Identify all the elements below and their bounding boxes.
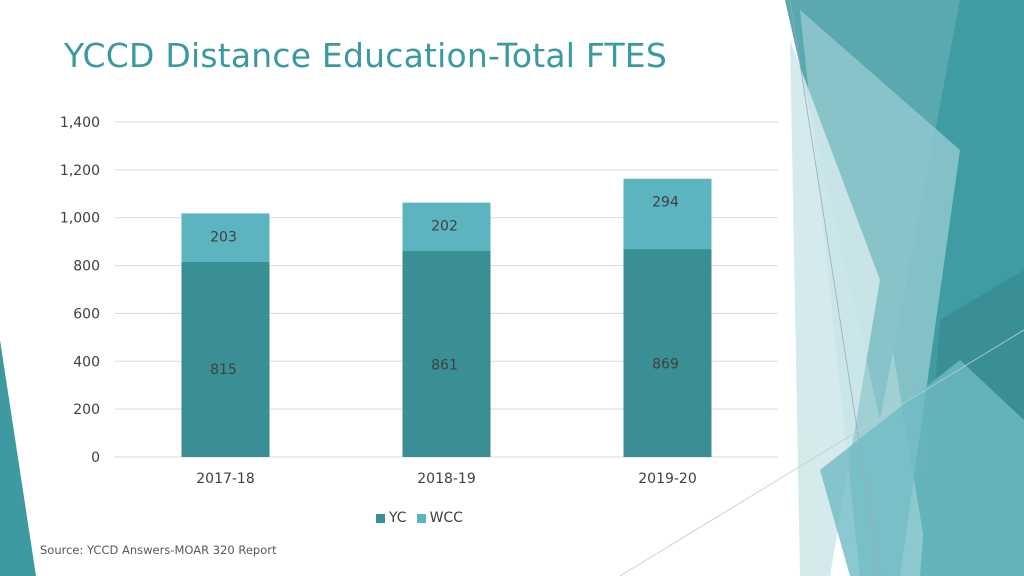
left-edge-stripe	[0, 340, 36, 576]
bar-wcc-2018-19	[402, 202, 491, 251]
bar-yc-2019-20	[623, 249, 712, 457]
bar-wcc-2019-20	[623, 178, 712, 250]
y-tick-label: 800	[73, 259, 100, 275]
right-thin-line	[789, 0, 881, 576]
y-tick-label: 1,200	[60, 163, 100, 179]
bars: 815 203 861 202 869 294	[181, 178, 712, 457]
right-pale-panel	[790, 40, 880, 576]
y-tick-label: 400	[73, 354, 100, 370]
x-axis-labels: 2017-18 2018-19 2019-20	[196, 471, 697, 487]
source-note: Source: YCCD Answers-MOAR 320 Report	[40, 543, 277, 557]
y-tick-label: 600	[73, 306, 100, 322]
right-bottom-accent	[820, 360, 1024, 576]
legend-swatch-yc	[376, 513, 385, 523]
x-tick-label: 2018-19	[417, 471, 476, 487]
bar-yc-2018-19	[402, 250, 491, 457]
bar-yc-2017-18	[181, 261, 270, 457]
legend-label-wcc: WCC	[429, 510, 463, 526]
y-tick-label: 0	[91, 450, 100, 466]
right-thin-line-2	[619, 329, 1024, 576]
data-label-yc: 869	[652, 356, 679, 372]
x-tick-label: 2019-20	[638, 471, 697, 487]
x-tick-label: 2017-18	[196, 471, 255, 487]
y-tick-label: 1,000	[60, 211, 100, 227]
data-label-wcc: 202	[431, 219, 458, 235]
data-label-yc: 861	[431, 357, 458, 373]
y-axis-labels: 0 200 400 600 800 1,000 1,200 1,400	[60, 115, 100, 466]
data-label-wcc: 294	[652, 195, 679, 211]
slide-title: YCCD Distance Education-Total FTES	[64, 36, 668, 75]
legend: YC WCC	[376, 510, 467, 526]
legend-label-yc: YC	[389, 510, 407, 526]
data-label-yc: 815	[210, 362, 237, 378]
legend-swatch-wcc	[416, 513, 426, 523]
y-tick-label: 200	[73, 402, 100, 418]
legend-item-wcc: WCC	[416, 510, 463, 526]
legend-item-yc: YC	[376, 510, 407, 526]
y-tick-label: 1,400	[60, 115, 100, 131]
right-light-panel	[800, 10, 960, 576]
data-label-wcc: 203	[210, 229, 237, 245]
bar-wcc-2017-18	[181, 213, 270, 262]
